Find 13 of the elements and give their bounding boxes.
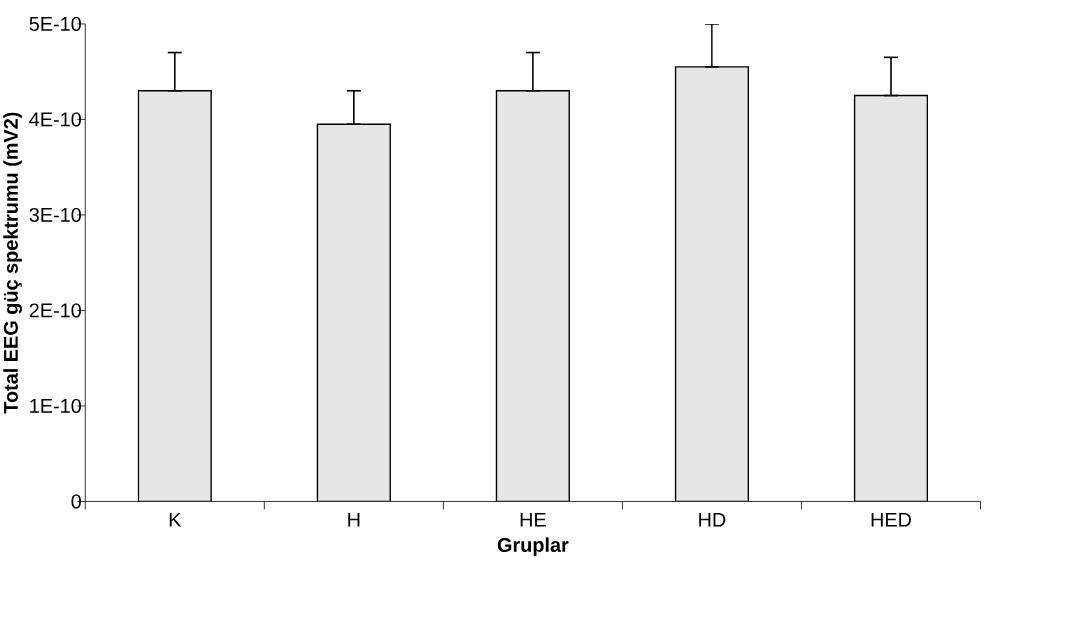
x-tick-label: HED — [871, 512, 911, 527]
x-axis-title: Gruplar — [497, 537, 569, 556]
y-tick-label: 3E-10 — [29, 207, 81, 222]
y-tick-label: 1E-10 — [30, 398, 81, 413]
y-axis-title: Total EEG güç spektrumu (mV2) — [3, 112, 22, 414]
y-tick-label: 4E-10 — [29, 112, 81, 127]
y-tick-label: 2E-10 — [29, 303, 81, 318]
x-tick-label: HD — [699, 512, 726, 527]
y-tick-label: 5E-10 — [29, 16, 81, 31]
x-tick-label: HE — [520, 512, 546, 527]
x-tick-label: K — [169, 512, 182, 527]
y-tick-label: 0 — [71, 494, 81, 509]
x-tick-label: H — [348, 512, 360, 527]
